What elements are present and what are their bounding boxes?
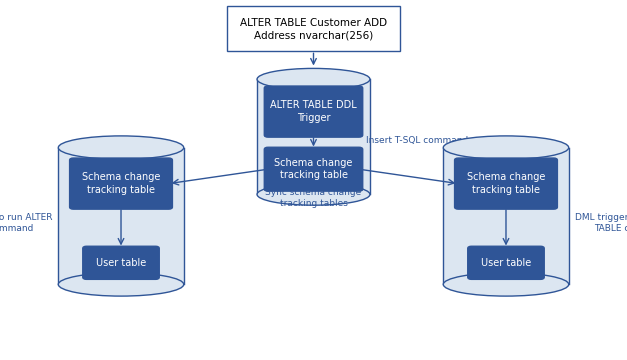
FancyBboxPatch shape (468, 246, 544, 279)
FancyBboxPatch shape (455, 158, 557, 209)
Text: Sync schema change
tracking tables: Sync schema change tracking tables (265, 188, 362, 208)
Text: DML trigger to run ALTER
TABLE command: DML trigger to run ALTER TABLE command (0, 213, 52, 233)
FancyBboxPatch shape (265, 147, 362, 191)
FancyBboxPatch shape (70, 158, 172, 209)
Ellipse shape (58, 273, 184, 296)
Text: User table: User table (96, 258, 146, 268)
FancyBboxPatch shape (265, 86, 362, 137)
Text: ALTER TABLE Customer ADD
Address nvarchar(256): ALTER TABLE Customer ADD Address nvarcha… (240, 18, 387, 40)
FancyBboxPatch shape (227, 6, 400, 51)
Ellipse shape (58, 136, 184, 159)
Text: Schema change
tracking table: Schema change tracking table (82, 172, 161, 195)
Text: ALTER TABLE DDL
Trigger: ALTER TABLE DDL Trigger (270, 100, 357, 123)
FancyBboxPatch shape (83, 246, 159, 279)
Bar (443, 148, 569, 284)
Text: User table: User table (481, 258, 531, 268)
Ellipse shape (257, 184, 370, 205)
Text: Insert T-SQL command: Insert T-SQL command (366, 136, 469, 145)
Ellipse shape (443, 136, 569, 159)
Bar (257, 79, 370, 194)
Ellipse shape (257, 68, 370, 90)
Ellipse shape (443, 273, 569, 296)
Text: Schema change
tracking table: Schema change tracking table (275, 158, 352, 180)
Text: Schema change
tracking table: Schema change tracking table (466, 172, 545, 195)
Bar (58, 148, 184, 284)
Text: DML trigger to run ALTER
TABLE command: DML trigger to run ALTER TABLE command (575, 213, 627, 233)
